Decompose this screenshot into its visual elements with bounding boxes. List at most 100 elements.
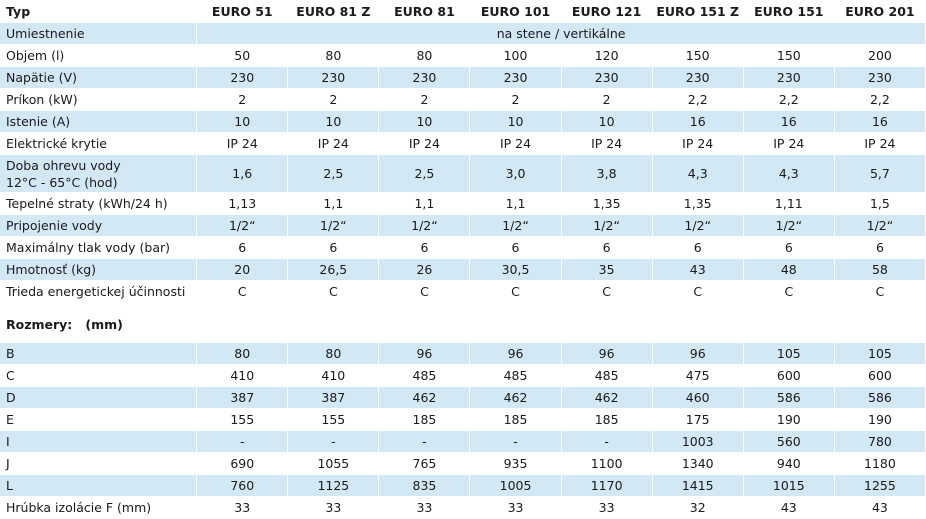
cell-value: 105 [834, 343, 926, 365]
cell-value: IP 24 [379, 133, 471, 155]
cell-value: 190 [743, 409, 835, 431]
cell-value: 80 [197, 343, 289, 365]
cell-value: 50 [197, 45, 289, 67]
cell-value: 10 [379, 111, 471, 133]
table-row: J 690 1055 765 935 1100 1340 940 1180 [0, 453, 926, 475]
cell-value: 155 [288, 409, 380, 431]
merged-value: na stene / vertikálne [197, 23, 926, 45]
cell-value: 6 [470, 237, 562, 259]
cell-value: 30,5 [470, 259, 562, 281]
cell-value: IP 24 [197, 133, 289, 155]
cell-value: 2 [379, 89, 471, 111]
column-header: EURO 151 [743, 0, 835, 23]
cell-value: 33 [379, 497, 471, 519]
row-label: Pripojenie vody [0, 215, 198, 237]
cell-value: 43 [652, 259, 744, 281]
cell-value: 175 [652, 409, 744, 431]
row-label-line: 12°C - 65°C (hod) [6, 174, 118, 190]
cell-value: 96 [652, 343, 744, 365]
cell-value: C [652, 281, 744, 303]
table-row: D 387 387 462 462 462 460 586 586 [0, 387, 926, 409]
cell-value: 1/2“ [197, 215, 289, 237]
cell-value: 16 [652, 111, 744, 133]
row-label: Príkon (kW) [0, 89, 198, 111]
row-label: Napätie (V) [0, 67, 198, 89]
cell-value: 96 [379, 343, 471, 365]
cell-value: 33 [470, 497, 562, 519]
cell-value: 410 [288, 365, 380, 387]
cell-value: 80 [379, 45, 471, 67]
cell-value: 6 [652, 237, 744, 259]
cell-value: 230 [197, 67, 289, 89]
cell-value: 1,1 [379, 193, 471, 215]
cell-value: C [743, 281, 835, 303]
cell-value: C [470, 281, 562, 303]
table-row: Hmotnosť (kg) 20 26,5 26 30,5 35 43 48 58 [0, 259, 926, 281]
cell-value: 4,3 [743, 155, 835, 193]
cell-value: 150 [743, 45, 835, 67]
cell-value: 1,1 [470, 193, 562, 215]
row-label: Istenie (A) [0, 111, 198, 133]
cell-value: 780 [834, 431, 926, 453]
cell-value: 200 [834, 45, 926, 67]
cell-value: 58 [834, 259, 926, 281]
column-header: EURO 151 Z [652, 0, 744, 23]
cell-value: 485 [561, 365, 653, 387]
cell-value: 462 [561, 387, 653, 409]
cell-value: 26,5 [288, 259, 380, 281]
cell-value: 6 [197, 237, 289, 259]
cell-value: 387 [288, 387, 380, 409]
cell-value: 1,35 [652, 193, 744, 215]
cell-value: 6 [834, 237, 926, 259]
cell-value: 33 [561, 497, 653, 519]
cell-value: 120 [561, 45, 653, 67]
cell-value: IP 24 [743, 133, 835, 155]
cell-value: 230 [288, 67, 380, 89]
cell-value: 1255 [834, 475, 926, 497]
cell-value: 485 [470, 365, 562, 387]
cell-value: 1/2“ [652, 215, 744, 237]
cell-value: 835 [379, 475, 471, 497]
cell-value: 1055 [288, 453, 380, 475]
cell-value: - [379, 431, 471, 453]
cell-value: 1,35 [561, 193, 653, 215]
cell-value: 3,0 [470, 155, 562, 193]
row-label: I [0, 431, 198, 453]
cell-value: 462 [379, 387, 471, 409]
row-label: E [0, 409, 198, 431]
cell-value: 1170 [561, 475, 653, 497]
cell-value: 33 [197, 497, 289, 519]
cell-value: 1/2“ [379, 215, 471, 237]
cell-value: 460 [652, 387, 744, 409]
row-label: Objem (l) [0, 45, 198, 67]
cell-value: 1/2“ [834, 215, 926, 237]
cell-value: IP 24 [652, 133, 744, 155]
row-label: Elektrické krytie [0, 133, 198, 155]
table-row: I - - - - -1003 560 780 [0, 431, 926, 453]
row-label: J [0, 453, 198, 475]
cell-value: 150 [652, 45, 744, 67]
cell-value: 586 [743, 387, 835, 409]
cell-value: IP 24 [561, 133, 653, 155]
cell-value: 155 [197, 409, 289, 431]
cell-value: 485 [379, 365, 471, 387]
column-header: EURO 81 Z [288, 0, 380, 23]
cell-value: 26 [379, 259, 471, 281]
cell-value: 410 [197, 365, 289, 387]
cell-value: 462 [470, 387, 562, 409]
cell-value: - [197, 431, 289, 453]
table-row: Doba ohrevu vody 12°C - 65°C (hod) 1,6 2,5 2… [0, 155, 926, 193]
cell-value: 2,5 [379, 155, 471, 193]
cell-value: - [561, 431, 653, 453]
cell-value: 100 [470, 45, 562, 67]
cell-value: 1015 [743, 475, 835, 497]
cell-value: 1100 [561, 453, 653, 475]
cell-value: 1180 [834, 453, 926, 475]
cell-value: 1003 [652, 431, 744, 453]
cell-value: 1,5 [834, 193, 926, 215]
cell-value: 6 [561, 237, 653, 259]
cell-value: 35 [561, 259, 653, 281]
cell-value: 190 [834, 409, 926, 431]
cell-value: 4,3 [652, 155, 744, 193]
row-label: Hmotnosť (kg) [0, 259, 198, 281]
